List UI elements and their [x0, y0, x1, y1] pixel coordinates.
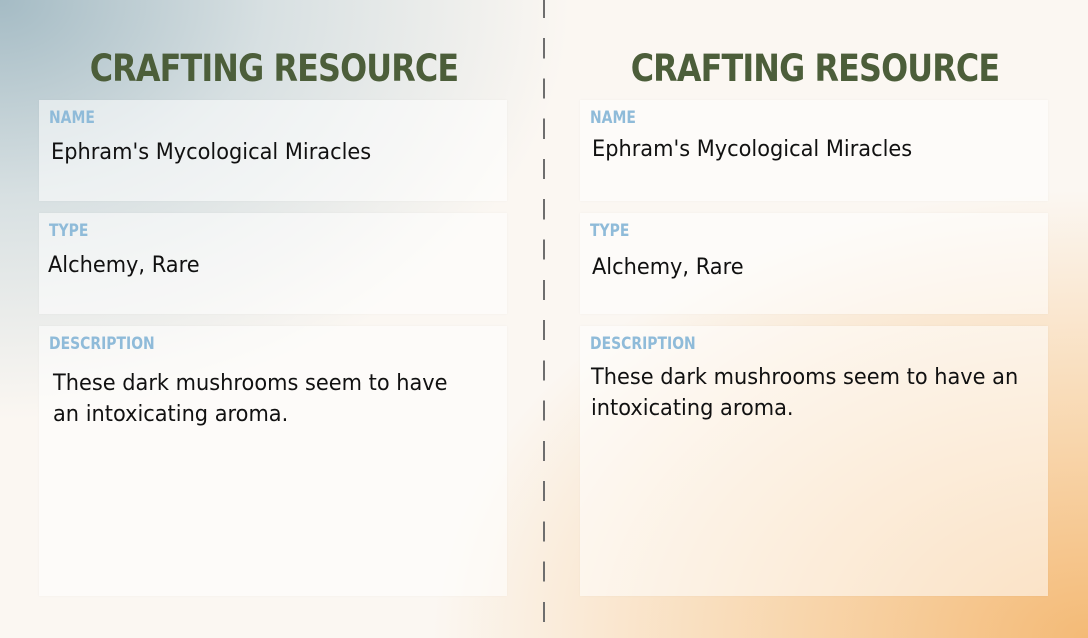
name-value: Ephram's Mycological Miracles: [51, 140, 372, 165]
description-value: These dark mushrooms seem to have an int…: [591, 365, 1019, 421]
card-title: CRAFTING RESOURCE: [630, 47, 1000, 90]
type-value: Alchemy, Rare: [592, 255, 744, 280]
name-label: NAME: [49, 108, 95, 128]
description-field-box: DESCRIPTION These dark mushrooms seem to…: [580, 326, 1048, 596]
name-field-box: NAME Ephram's Mycological Miracles: [580, 100, 1048, 201]
type-field-box: TYPE Alchemy, Rare: [580, 213, 1048, 314]
type-field-box: TYPE Alchemy, Rare: [39, 213, 507, 314]
crafting-resource-card-right: CRAFTING RESOURCE NAME Ephram's Mycologi…: [580, 0, 1050, 638]
type-value: Alchemy, Rare: [48, 253, 200, 278]
type-label: TYPE: [49, 221, 89, 241]
description-label: DESCRIPTION: [49, 334, 155, 354]
type-label: TYPE: [590, 221, 630, 241]
description-value: These dark mushrooms seem to have an int…: [53, 371, 448, 427]
description-field-box: DESCRIPTION These dark mushrooms seem to…: [39, 326, 507, 596]
crafting-resource-card-left: CRAFTING RESOURCE NAME Ephram's Mycologi…: [39, 0, 509, 638]
description-label: DESCRIPTION: [590, 334, 696, 354]
name-label: NAME: [590, 108, 636, 128]
dashed-cut-line: [543, 0, 545, 638]
name-value: Ephram's Mycological Miracles: [592, 137, 913, 162]
card-title: CRAFTING RESOURCE: [89, 47, 459, 90]
name-field-box: NAME Ephram's Mycological Miracles: [39, 100, 507, 201]
